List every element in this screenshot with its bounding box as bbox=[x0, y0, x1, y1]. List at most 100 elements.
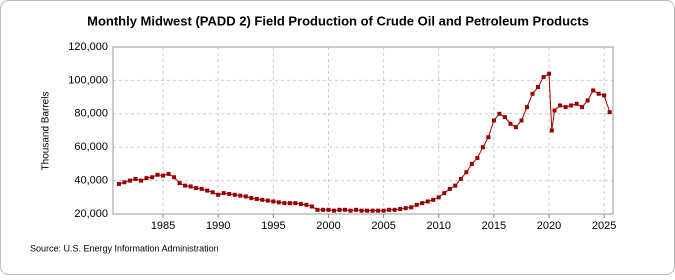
point bbox=[227, 191, 232, 196]
point bbox=[436, 195, 441, 200]
point bbox=[541, 75, 546, 80]
point bbox=[315, 207, 320, 212]
point bbox=[139, 178, 144, 183]
point bbox=[569, 103, 574, 108]
point bbox=[376, 208, 381, 213]
point bbox=[210, 190, 215, 195]
point bbox=[243, 194, 248, 199]
point bbox=[552, 108, 557, 113]
point bbox=[502, 115, 507, 120]
point bbox=[133, 176, 138, 181]
point bbox=[414, 202, 419, 207]
point bbox=[370, 208, 375, 213]
point bbox=[144, 176, 149, 181]
chart-title: Monthly Midwest (PADD 2) Field Productio… bbox=[87, 13, 589, 28]
x-tick-label: 2005 bbox=[371, 220, 395, 232]
point bbox=[442, 191, 447, 196]
y-tick-label: 120,000 bbox=[68, 41, 108, 53]
point bbox=[276, 200, 281, 205]
point bbox=[580, 105, 585, 110]
point bbox=[447, 186, 452, 191]
y-tick-label: 20,000 bbox=[74, 208, 108, 220]
point bbox=[249, 196, 254, 201]
x-tick-label: 1990 bbox=[206, 220, 230, 232]
point bbox=[166, 171, 171, 176]
y-tick-label: 40,000 bbox=[74, 175, 108, 187]
point bbox=[127, 178, 132, 183]
point bbox=[161, 173, 166, 178]
point bbox=[403, 206, 408, 211]
point bbox=[387, 207, 392, 212]
point bbox=[293, 201, 298, 206]
point bbox=[530, 91, 535, 96]
point bbox=[304, 202, 309, 207]
x-tick-label: 1995 bbox=[261, 220, 285, 232]
point bbox=[232, 192, 237, 197]
point bbox=[591, 88, 596, 93]
point bbox=[354, 207, 359, 212]
source: Source: U.S. Energy Information Administ… bbox=[30, 243, 219, 253]
point bbox=[596, 91, 601, 96]
point bbox=[155, 172, 160, 177]
point bbox=[480, 145, 485, 150]
y-tick-label: 80,000 bbox=[74, 108, 108, 120]
point bbox=[425, 199, 430, 204]
point bbox=[326, 207, 331, 212]
point bbox=[183, 183, 188, 188]
plot-border bbox=[112, 46, 614, 215]
point bbox=[431, 197, 436, 202]
point bbox=[216, 192, 221, 197]
point bbox=[150, 175, 155, 180]
y-tick-label: 100,000 bbox=[68, 74, 108, 86]
point bbox=[574, 101, 579, 106]
point bbox=[188, 184, 193, 189]
point bbox=[398, 206, 403, 211]
point bbox=[607, 110, 612, 115]
point bbox=[205, 188, 210, 193]
point bbox=[392, 207, 397, 212]
point bbox=[238, 193, 243, 198]
point bbox=[320, 207, 325, 212]
point bbox=[486, 135, 491, 140]
point bbox=[199, 186, 204, 191]
point bbox=[508, 121, 513, 126]
point bbox=[365, 208, 370, 213]
x-tick-label: 2015 bbox=[482, 220, 506, 232]
point bbox=[337, 207, 342, 212]
point bbox=[221, 191, 226, 196]
point bbox=[453, 183, 458, 188]
point bbox=[298, 201, 303, 206]
point bbox=[254, 196, 259, 201]
point bbox=[497, 111, 502, 116]
point bbox=[177, 181, 182, 186]
point bbox=[458, 176, 463, 181]
point bbox=[348, 208, 353, 213]
point bbox=[524, 105, 529, 110]
point bbox=[519, 118, 524, 123]
point bbox=[331, 208, 336, 213]
point bbox=[343, 207, 348, 212]
point bbox=[194, 186, 199, 191]
point bbox=[464, 170, 469, 175]
point bbox=[547, 71, 552, 76]
point bbox=[513, 125, 518, 130]
point bbox=[271, 199, 276, 204]
point bbox=[116, 181, 121, 186]
point bbox=[420, 201, 425, 206]
y-tick-label: 60,000 bbox=[74, 141, 108, 153]
point bbox=[122, 180, 127, 185]
point bbox=[409, 205, 414, 210]
point bbox=[602, 93, 607, 98]
point bbox=[287, 201, 292, 206]
point bbox=[172, 175, 177, 180]
y-axis-label: Thousand Barrels bbox=[41, 92, 52, 171]
point bbox=[381, 208, 386, 213]
point bbox=[491, 118, 496, 123]
x-tick-label: 2025 bbox=[592, 220, 616, 232]
x-tick-label: 2020 bbox=[537, 220, 561, 232]
point bbox=[309, 204, 314, 209]
point bbox=[558, 103, 563, 108]
point bbox=[475, 156, 480, 161]
point bbox=[563, 105, 568, 110]
